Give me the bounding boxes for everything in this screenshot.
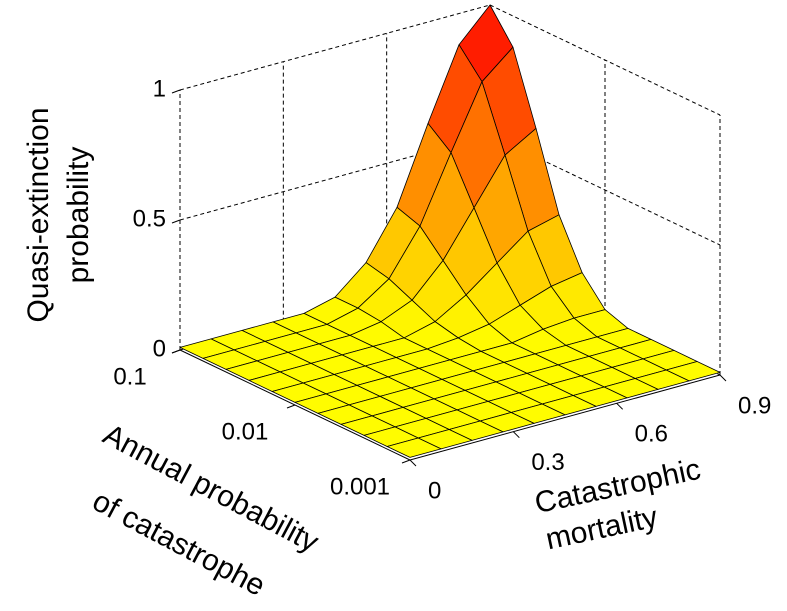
- tick-mark: [171, 219, 181, 224]
- tick-mark: [409, 459, 417, 467]
- z-axis-label: probability: [62, 147, 95, 284]
- z-axis-label: Quasi-extinction: [22, 107, 55, 322]
- surface-layer: [179, 4, 721, 458]
- tick-mark: [616, 402, 624, 410]
- tick-mark: [171, 349, 181, 354]
- y-tick-label: 0.01: [222, 418, 269, 445]
- x-tick-label: 0.6: [635, 421, 668, 448]
- x-tick-label: 0: [428, 477, 441, 504]
- y-tick-label: 0.1: [113, 363, 146, 390]
- tick-mark: [401, 459, 411, 464]
- grid-line: [179, 4, 491, 91]
- tick-mark: [171, 89, 181, 94]
- y-axis-label: Annual probability: [98, 418, 324, 559]
- surface-face: [386, 437, 442, 458]
- z-tick-label: 0.5: [133, 205, 166, 232]
- tick-mark: [512, 431, 520, 439]
- tick-mark: [286, 404, 296, 409]
- z-tick-label: 1: [153, 75, 166, 102]
- x-axis-line: [409, 374, 721, 461]
- y-tick-label: 0.001: [330, 473, 390, 500]
- z-tick-label: 0: [153, 335, 166, 362]
- tick-mark: [719, 374, 727, 382]
- x-tick-label: 0.3: [531, 449, 564, 476]
- x-tick-label: 0.9: [738, 392, 771, 419]
